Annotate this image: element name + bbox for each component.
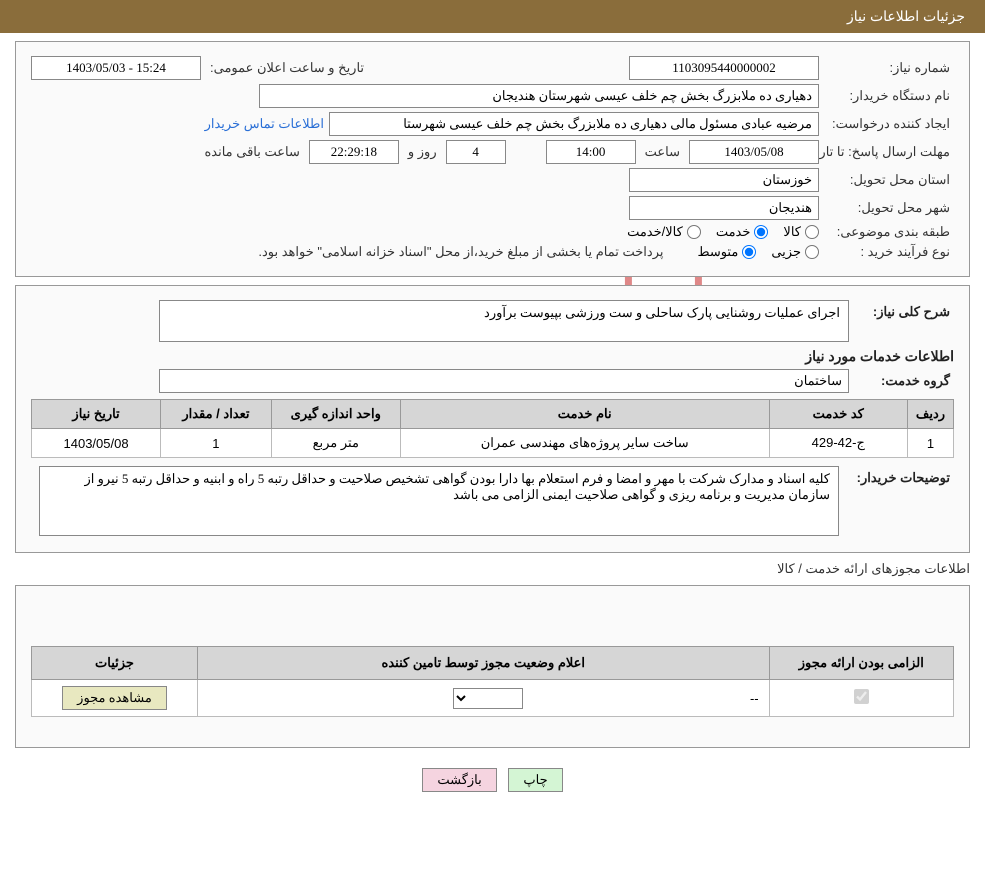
purchase-radio-group: جزیی متوسط — [697, 244, 819, 260]
radio-goods-service-label: کالا/خدمت — [627, 224, 683, 240]
buyer-label: نام دستگاه خریدار: — [824, 88, 954, 104]
th-qty: تعداد / مقدار — [161, 400, 272, 429]
th-code: کد خدمت — [769, 400, 907, 429]
status-select[interactable] — [453, 688, 523, 709]
province-field — [629, 168, 819, 192]
deadline-label: مهلت ارسال پاسخ: تا تاریخ: — [824, 144, 954, 161]
permits-table: الزامی بودن ارائه مجوز اعلام وضعیت مجوز … — [31, 646, 954, 717]
city-label: شهر محل تحویل: — [824, 200, 954, 216]
cell-details: مشاهده مجوز — [32, 680, 198, 717]
view-permit-button[interactable]: مشاهده مجوز — [62, 686, 167, 710]
cell-date: 1403/05/08 — [32, 429, 161, 458]
countdown-field — [309, 140, 399, 164]
page-title: جزئیات اطلاعات نیاز — [847, 8, 965, 24]
cell-name: ساخت سایر پروژه‌های مهندسی عمران — [400, 429, 769, 458]
th-mandatory: الزامی بودن ارائه مجوز — [769, 647, 953, 680]
radio-service[interactable]: خدمت — [716, 224, 769, 240]
time-label: ساعت — [641, 144, 684, 160]
cell-mandatory — [769, 680, 953, 717]
radio-partial[interactable]: جزیی — [771, 244, 819, 260]
th-status: اعلام وضعیت مجوز توسط تامین کننده — [197, 647, 769, 680]
public-date-field — [31, 56, 201, 80]
cell-unit: متر مربع — [271, 429, 400, 458]
radio-service-label: خدمت — [716, 224, 751, 240]
need-number-field — [629, 56, 819, 80]
back-button[interactable]: بازگشت — [422, 768, 496, 792]
creator-field — [329, 112, 819, 136]
buyer-field — [259, 84, 819, 108]
radio-goods-service[interactable]: کالا/خدمت — [627, 224, 701, 240]
days-count-field — [446, 140, 506, 164]
radio-partial-label: جزیی — [771, 244, 801, 260]
permits-header-row: الزامی بودن ارائه مجوز اعلام وضعیت مجوز … — [32, 647, 954, 680]
print-button[interactable]: چاپ — [508, 768, 562, 792]
th-unit: واحد اندازه گیری — [271, 400, 400, 429]
mandatory-checkbox — [854, 689, 869, 704]
buyer-notes-textarea[interactable] — [39, 466, 839, 536]
creator-label: ایجاد کننده درخواست: — [824, 116, 954, 132]
status-placeholder: -- — [750, 691, 759, 706]
cell-index: 1 — [907, 429, 953, 458]
details-section: شرح کلی نیاز: اطلاعات خدمات مورد نیاز گر… — [15, 285, 970, 553]
need-number-label: شماره نیاز: — [824, 60, 954, 76]
radio-medium-label: متوسط — [697, 244, 738, 260]
overview-label: شرح کلی نیاز: — [854, 300, 954, 320]
th-name: نام خدمت — [400, 400, 769, 429]
city-field — [629, 196, 819, 220]
table-row: 1 ج-42-429 ساخت سایر پروژه‌های مهندسی عم… — [32, 429, 954, 458]
th-date: تاریخ نیاز — [32, 400, 161, 429]
page-header: جزئیات اطلاعات نیاز — [0, 0, 985, 33]
footer-buttons: چاپ بازگشت — [0, 756, 985, 812]
services-title: اطلاعات خدمات مورد نیاز — [31, 348, 954, 365]
permits-row: -- مشاهده مجوز — [32, 680, 954, 717]
radio-goods-label: کالا — [783, 224, 801, 240]
radio-goods[interactable]: کالا — [783, 224, 819, 240]
service-group-field — [159, 369, 849, 393]
buyer-notes-label: توضیحات خریدار: — [844, 466, 954, 486]
cell-code: ج-42-429 — [769, 429, 907, 458]
remaining-label: ساعت باقی مانده — [200, 144, 303, 160]
deadline-date-field — [689, 140, 819, 164]
main-info-section: شماره نیاز: تاریخ و ساعت اعلان عمومی: نا… — [15, 41, 970, 277]
permits-section: الزامی بودن ارائه مجوز اعلام وضعیت مجوز … — [15, 585, 970, 748]
category-radio-group: کالا خدمت کالا/خدمت — [627, 224, 819, 240]
cell-qty: 1 — [161, 429, 272, 458]
buyer-contact-link[interactable]: اطلاعات تماس خریدار — [205, 116, 324, 132]
permits-title: اطلاعات مجوزهای ارائه خدمت / کالا — [15, 561, 970, 577]
table-header-row: ردیف کد خدمت نام خدمت واحد اندازه گیری ت… — [32, 400, 954, 429]
cell-status: -- — [197, 680, 769, 717]
th-index: ردیف — [907, 400, 953, 429]
public-date-label: تاریخ و ساعت اعلان عمومی: — [206, 60, 368, 76]
th-details: جزئیات — [32, 647, 198, 680]
category-label: طبقه بندی موضوعی: — [824, 224, 954, 240]
service-group-label: گروه خدمت: — [854, 373, 954, 389]
deadline-time-field — [546, 140, 636, 164]
overview-textarea[interactable] — [159, 300, 849, 342]
purchase-type-label: نوع فرآیند خرید : — [824, 244, 954, 260]
payment-note: پرداخت تمام یا بخشی از مبلغ خرید،از محل … — [254, 244, 667, 260]
province-label: استان محل تحویل: — [824, 172, 954, 188]
services-table: ردیف کد خدمت نام خدمت واحد اندازه گیری ت… — [31, 399, 954, 458]
radio-medium[interactable]: متوسط — [697, 244, 756, 260]
days-and-label: روز و — [404, 144, 441, 160]
